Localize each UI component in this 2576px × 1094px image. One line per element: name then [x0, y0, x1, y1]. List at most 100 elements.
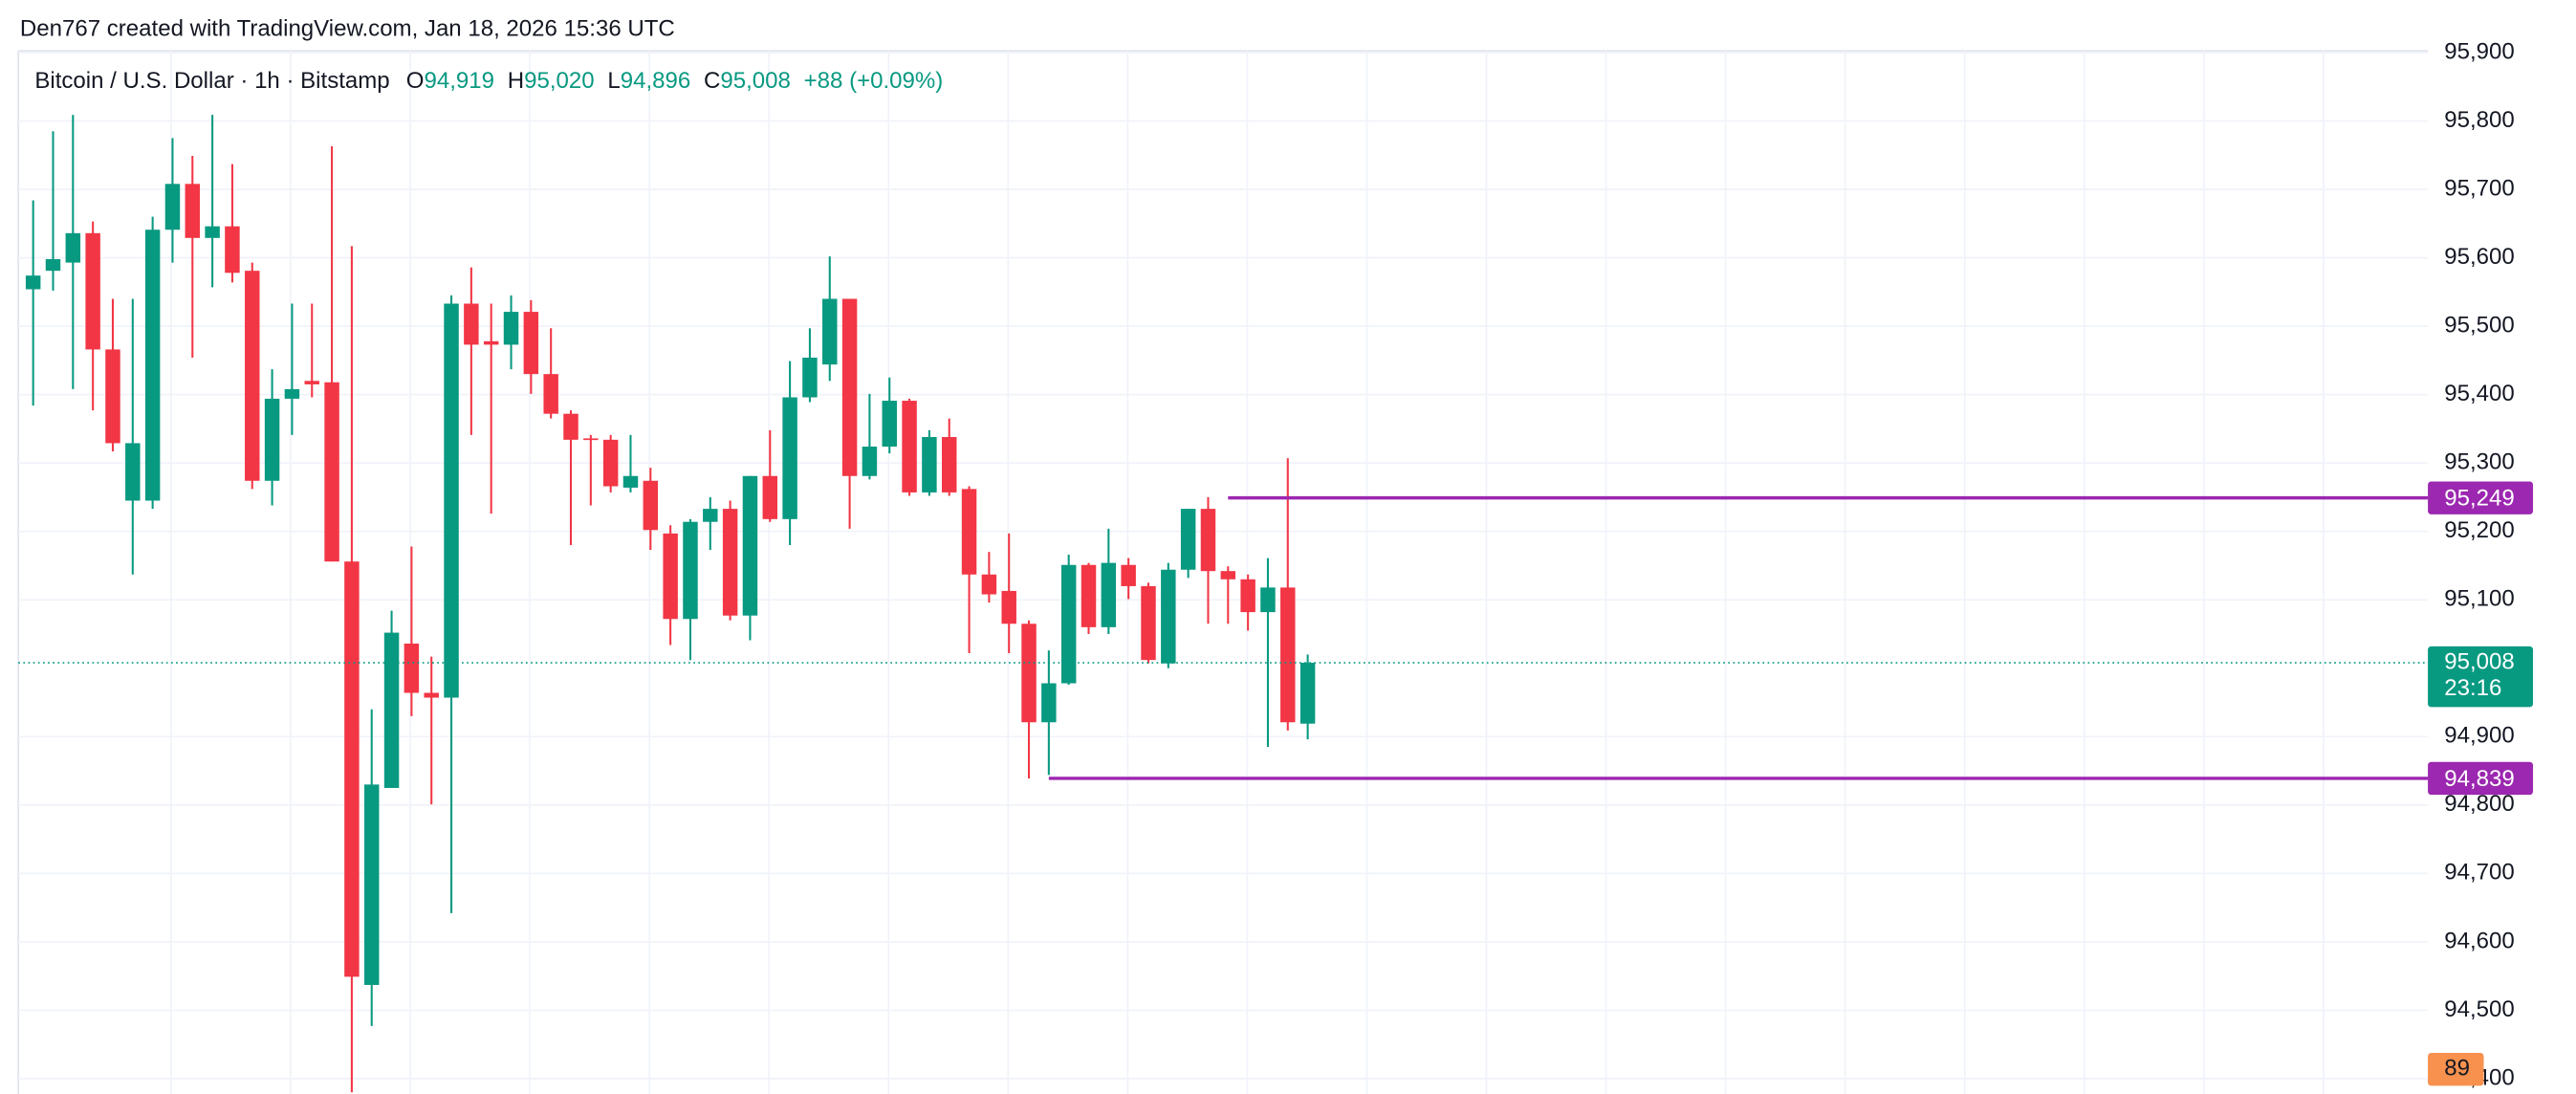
candle-body [981, 574, 997, 595]
legend-item: 94,919 [425, 68, 495, 94]
candle-body [1041, 683, 1057, 723]
y-tick-label: 95,500 [2444, 312, 2515, 338]
last-price-label: 95,008 [2444, 648, 2515, 674]
y-tick-label: 95,400 [2444, 381, 2515, 406]
candle-body [1141, 585, 1156, 661]
y-tick-label: 95,300 [2444, 449, 2515, 475]
candle-body [762, 475, 778, 519]
volume-tag-label: 89 [2444, 1056, 2470, 1082]
candle-body [683, 521, 698, 620]
candle-body [882, 401, 897, 448]
candle-body [483, 340, 499, 345]
candle-body [1081, 564, 1097, 627]
candle-body [1101, 562, 1117, 627]
candle-body [404, 644, 420, 693]
volume-tag [2428, 1053, 2484, 1086]
candle-body [622, 475, 639, 488]
legend-item: C [704, 68, 720, 94]
candle-body [344, 561, 360, 977]
candle-body [1180, 509, 1196, 570]
y-tick-label: 95,700 [2444, 175, 2515, 201]
countdown: 23:16 [2444, 675, 2501, 701]
y-tick-label: 94,900 [2444, 723, 2515, 749]
candle-body [503, 312, 519, 345]
candle-body [663, 533, 678, 620]
candle-body [742, 475, 758, 616]
candle-body [424, 692, 439, 698]
y-tick-label: 95,600 [2444, 244, 2515, 270]
legend-item: 94,896 [621, 68, 691, 94]
candle-body [1200, 509, 1216, 572]
candle-body [25, 275, 41, 290]
candle-body [1021, 624, 1037, 723]
candle-body [205, 226, 220, 238]
y-tick-label: 94,600 [2444, 928, 2515, 953]
candle-body [225, 226, 240, 274]
legend: Bitcoin / U.S. Dollar · 1h · Bitstamp O94… [34, 68, 943, 94]
y-tick-label: 94,700 [2444, 860, 2515, 886]
candle-body [941, 436, 957, 492]
y-tick-label: 95,900 [2444, 38, 2515, 64]
candle-body [722, 509, 738, 616]
y-tick-label: 95,800 [2444, 107, 2515, 133]
candle-body [822, 298, 838, 365]
candle-body [902, 401, 917, 492]
candle-body [105, 349, 120, 444]
candle-body [444, 303, 459, 698]
candle-body [65, 232, 81, 263]
candle-body [144, 230, 161, 501]
price-tag [2428, 481, 2534, 514]
last-price-tag [2428, 645, 2534, 708]
candle-body [464, 303, 479, 345]
candle-body [1001, 590, 1016, 624]
candle-body [185, 184, 201, 238]
candle-body [922, 436, 937, 492]
candle-body [583, 438, 599, 441]
candle-body [841, 298, 858, 476]
legend-item: O [406, 68, 425, 94]
y-tick-label: 95,100 [2444, 586, 2515, 612]
y-tick-label: 94,800 [2444, 791, 2515, 817]
candle-body [1121, 564, 1136, 586]
candle-body [961, 489, 977, 575]
candle-body [523, 312, 539, 375]
candle-body [782, 397, 797, 519]
candle-body [1240, 579, 1255, 613]
candle-body [563, 413, 579, 440]
candle-body [1060, 564, 1077, 684]
candle-body [1220, 571, 1236, 580]
price-tag-label: 95,249 [2444, 486, 2515, 512]
candle-body [85, 232, 100, 350]
candle-body [383, 632, 400, 788]
legend-item: 95,008 [720, 68, 791, 94]
candle-body [304, 381, 319, 384]
y-tick-label: 95,200 [2444, 517, 2515, 543]
candle-body [643, 480, 659, 531]
candle-body [703, 509, 718, 522]
candle-body [1161, 569, 1176, 664]
candle-body [543, 374, 558, 414]
candle-body [125, 443, 141, 501]
candle-body [45, 258, 61, 272]
legend-item: Bitcoin / U.S. Dollar · 1h · Bitstamp [34, 68, 389, 94]
price-tag [2428, 761, 2534, 796]
candle-body [1280, 587, 1296, 723]
candle-body [284, 388, 300, 399]
legend-item: H [508, 68, 524, 94]
candle-body [324, 382, 339, 562]
attribution: Den767 created with TradingView.com, Jan… [20, 15, 675, 41]
candle-body [363, 784, 380, 985]
candle-body [245, 271, 260, 481]
candle-body [1260, 587, 1276, 613]
price-tag-label: 94,839 [2444, 766, 2515, 792]
legend-item: L [607, 68, 620, 94]
legend-item: 95,020 [524, 68, 595, 94]
candle-body [862, 447, 878, 476]
candle-body [264, 398, 280, 481]
y-tick-label: 94,500 [2444, 996, 2515, 1022]
candle-body [602, 439, 619, 487]
legend-item: +88 (+0.09%) [804, 68, 944, 94]
candle-body [1299, 663, 1316, 724]
candle-body [164, 184, 181, 230]
